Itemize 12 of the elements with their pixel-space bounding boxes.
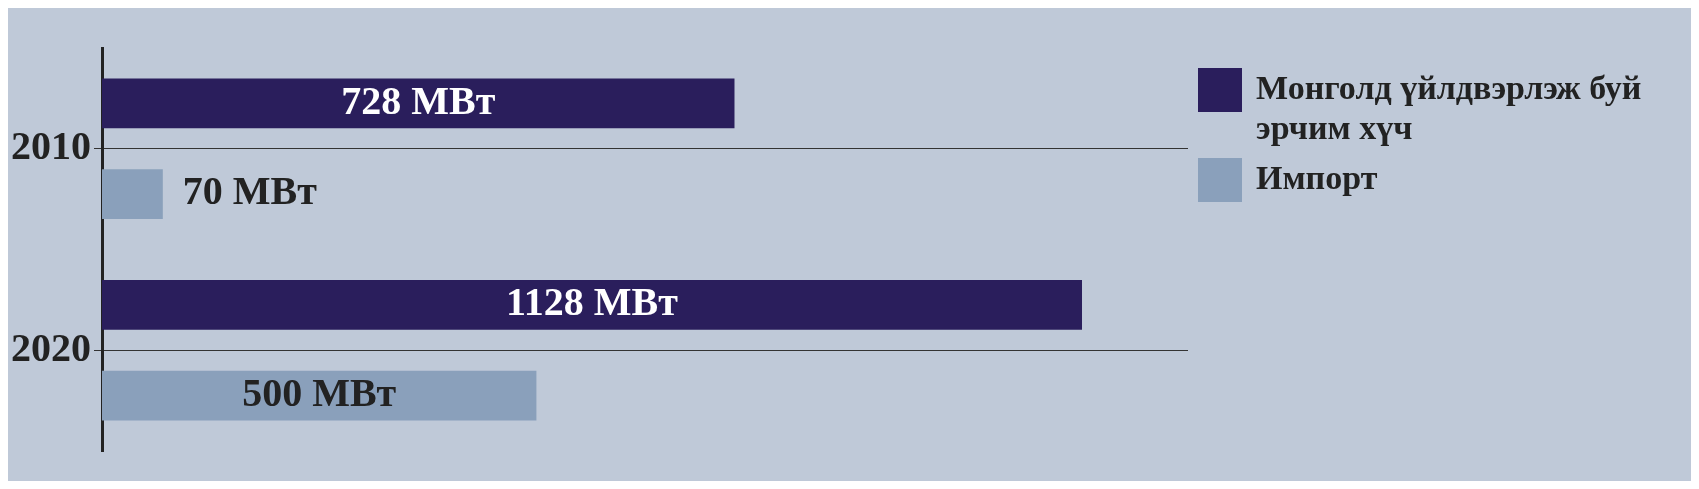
y-tick-label: 2010 [11,123,91,169]
data-label: 500 МВт [242,369,397,415]
legend-label: Монголд үйлдвэрлэж буй эрчим хүч [1256,68,1643,148]
bar [102,279,1083,330]
bar [102,169,163,220]
data-label: 728 МВт [341,77,496,123]
bar [102,370,537,421]
data-label: 1128 МВт [506,279,679,325]
legend-label: Импорт [1256,158,1378,198]
data-label: 70 МВт [182,168,318,214]
bar [102,78,735,129]
y-tick-label: 2020 [11,324,91,370]
